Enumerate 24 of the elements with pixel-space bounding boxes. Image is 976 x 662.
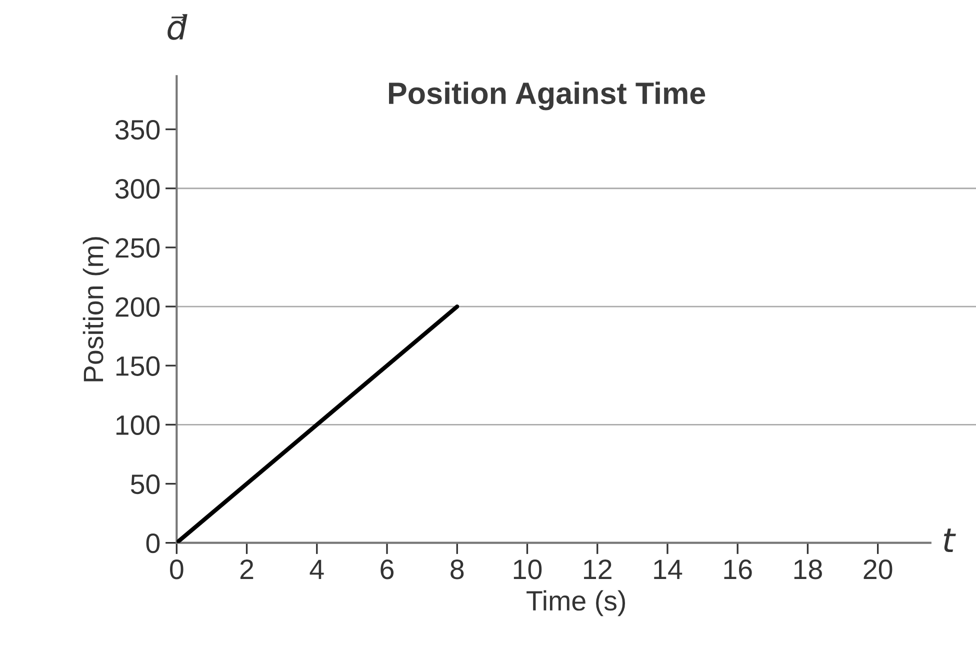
y-tick-label: 100: [116, 415, 160, 436]
x-tick-label: 0: [170, 560, 184, 580]
y-tick-label: 300: [115, 179, 160, 199]
x-tick-label: 2: [240, 560, 254, 579]
y-tick-label: 250: [116, 238, 160, 258]
y-tick-label: 200: [116, 297, 160, 317]
x-tick-label: 16: [724, 560, 752, 580]
y-axis-title: Position (m): [82, 237, 109, 382]
x-tick-label: 4: [310, 560, 324, 579]
y-tick-label: 150: [116, 356, 160, 376]
y-tick-label: 0: [146, 534, 160, 554]
x-tick-label: 8: [450, 560, 464, 580]
y-tick-label: 350: [115, 120, 160, 140]
x-tick-label: 18: [794, 560, 822, 580]
x-tick-label: 20: [864, 560, 892, 580]
annotation: t: [944, 528, 956, 552]
x-tick-label: 12: [584, 560, 612, 579]
x-tick-label: 14: [654, 560, 682, 579]
x-axis-title: Time (s): [526, 590, 626, 616]
text: d⃗: [168, 14, 188, 40]
y-tick-label: 50: [130, 474, 160, 494]
x-tick-label: 6: [380, 560, 394, 580]
x-tick-label: 10: [514, 560, 542, 580]
chart-title: Position Against Time: [389, 82, 706, 110]
